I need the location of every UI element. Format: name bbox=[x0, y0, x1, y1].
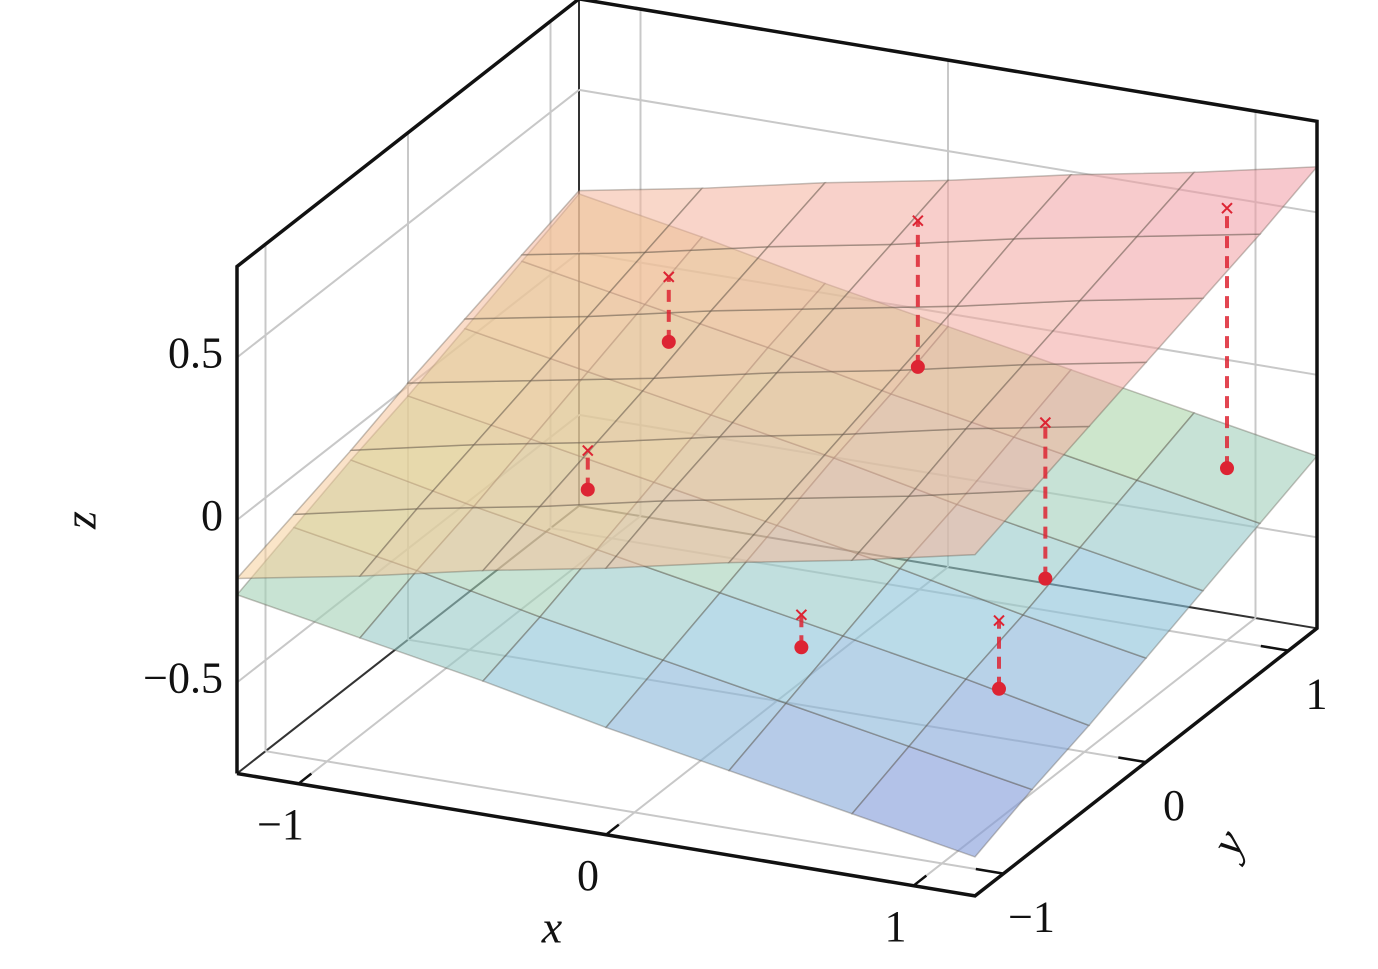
tick-mark bbox=[1260, 644, 1289, 652]
y-tick-label: 0 bbox=[1163, 781, 1185, 830]
y-axis-label: y bbox=[1199, 820, 1256, 867]
tick-mark bbox=[605, 823, 620, 836]
observed-point bbox=[661, 334, 676, 349]
fitted-point bbox=[912, 214, 924, 227]
z-tick-label: −0.5 bbox=[143, 654, 223, 703]
grid-line bbox=[265, 750, 1004, 875]
x-tick-label: −1 bbox=[257, 800, 304, 849]
tick-mark bbox=[297, 772, 313, 785]
observed-point bbox=[580, 482, 595, 497]
fitted-point bbox=[582, 444, 594, 457]
tick-mark bbox=[912, 874, 928, 887]
observed-point bbox=[1220, 461, 1234, 476]
x-tick-label: 0 bbox=[577, 851, 599, 900]
z-tick-label: 0 bbox=[201, 491, 223, 540]
y-tick-label: −1 bbox=[1008, 893, 1055, 942]
box-frame bbox=[235, 0, 1319, 898]
z-tick-label: 0.5 bbox=[168, 329, 223, 378]
x-tick-label: 1 bbox=[885, 902, 907, 951]
fitted-point bbox=[993, 614, 1005, 627]
observed-point bbox=[1038, 571, 1053, 586]
observed-point bbox=[910, 359, 925, 374]
y-tick-label: 1 bbox=[1306, 670, 1328, 719]
observed-point bbox=[992, 681, 1006, 696]
z-axis-label: z bbox=[55, 511, 106, 530]
x-axis-label: x bbox=[541, 902, 563, 953]
tick-mark bbox=[1118, 756, 1147, 764]
tick-mark bbox=[975, 867, 1004, 875]
grid-line bbox=[236, 89, 580, 359]
fitted-point bbox=[795, 609, 808, 621]
fitted-point bbox=[1039, 416, 1052, 429]
fitted-point bbox=[663, 271, 675, 283]
observed-point bbox=[794, 640, 809, 655]
fitted-point bbox=[1221, 202, 1233, 214]
